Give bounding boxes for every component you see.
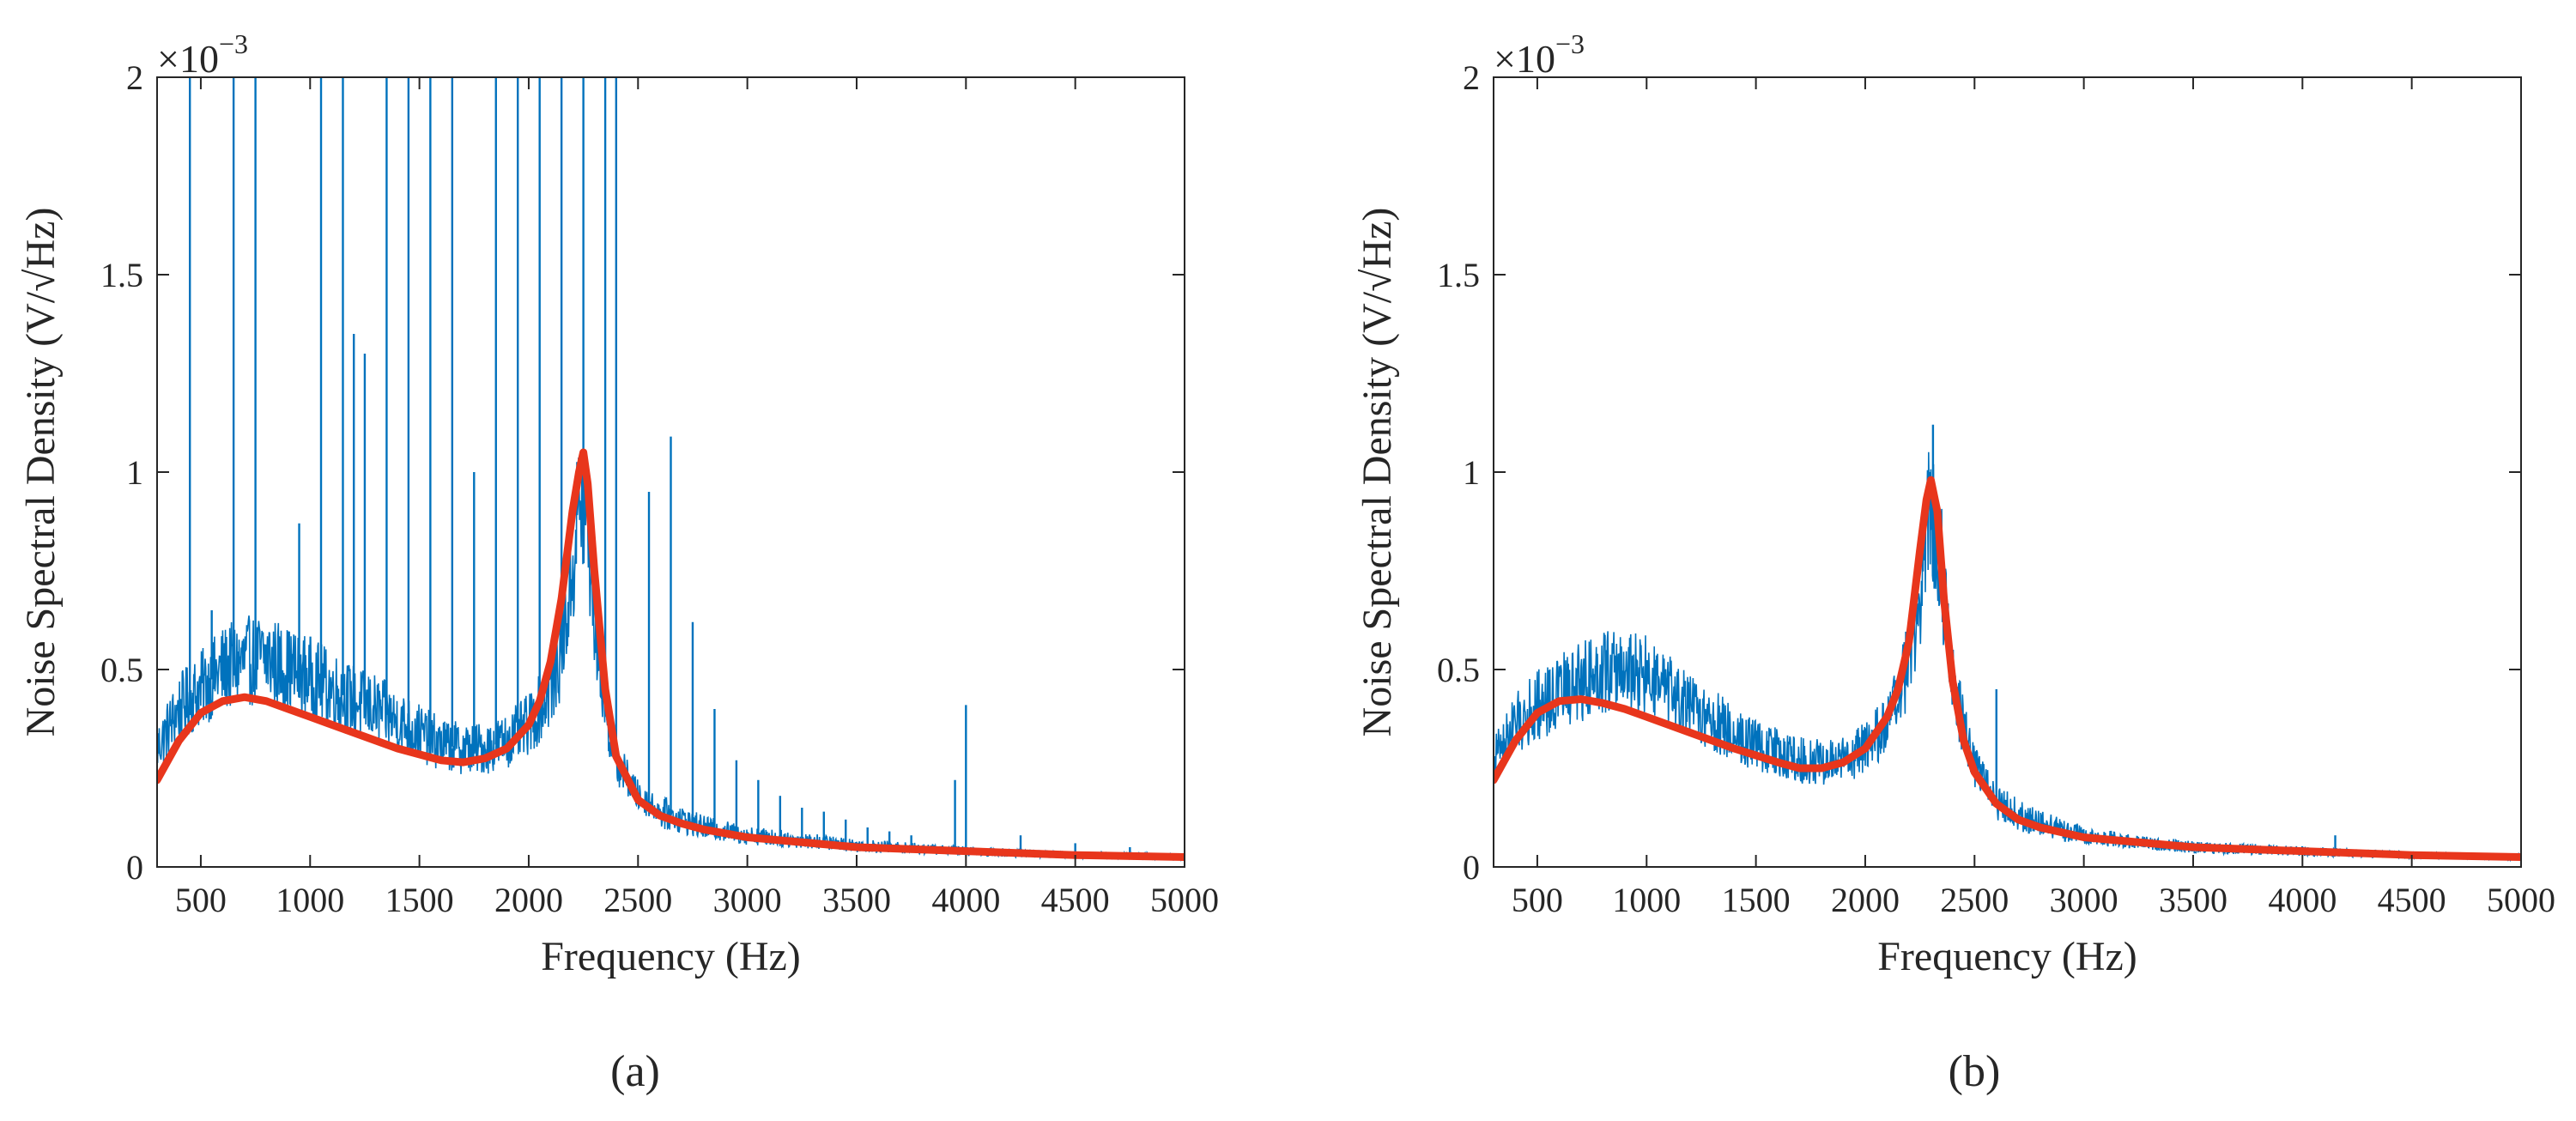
x-tick-label-b-9: 5000 [2487,881,2555,919]
x-tick-label-b-4: 2500 [1940,881,2009,919]
panel-label-b: (b) [1949,1047,2001,1096]
y-tick-label-a-1: 0.5 [100,651,143,689]
y-tick-label-b-2: 1 [1463,453,1480,492]
panel-b: (b) Frequency (Hz) Noise Spectral Densit… [1355,28,2555,1096]
x-tick-label-a-2: 1500 [385,881,454,919]
x-tick-label-b-5: 3000 [2050,881,2118,919]
x-tick-label-a-0: 500 [175,881,227,919]
y-exponent-base-a: ×10 [157,37,219,81]
x-tick-label-b-8: 4500 [2378,881,2446,919]
x-axis-label-a: Frequency (Hz) [541,934,801,979]
y-exponent-a: ×10−3 [157,28,248,81]
y-exponent-b: ×10−3 [1494,28,1585,81]
x-axis-label-b: Frequency (Hz) [1877,934,2137,979]
x-tick-label-a-4: 2500 [603,881,672,919]
panel-label-a: (a) [610,1047,660,1096]
y-axis-label-a: Noise Spectral Density (V/√Hz) [18,208,64,737]
plot-area-a [157,77,1185,862]
y-tick-label-a-0: 0 [126,848,143,887]
y-tick-label-b-1: 0.5 [1437,651,1480,689]
x-tick-label-a-8: 4500 [1041,881,1110,919]
x-tick-label-b-1: 1000 [1612,881,1681,919]
x-tick-label-b-3: 2000 [1831,881,1900,919]
plot-area-b [1494,424,2521,863]
x-tick-label-b-7: 4000 [2268,881,2337,919]
y-tick-label-b-3: 1.5 [1437,256,1480,294]
x-tick-label-a-5: 3000 [713,881,782,919]
x-tick-label-a-1: 1000 [276,881,344,919]
x-tick-label-a-7: 4000 [931,881,1000,919]
y-tick-label-a-4: 2 [126,58,143,97]
x-tick-label-a-3: 2000 [494,881,563,919]
y-tick-label-b-4: 2 [1463,58,1480,97]
panel-a: (a) Frequency (Hz) Noise Spectral Densit… [18,28,1219,1096]
series-fit-line-a [157,448,1185,861]
y-tick-label-a-2: 1 [126,453,143,492]
y-tick-label-b-0: 0 [1463,848,1480,887]
y-exponent-base-b: ×10 [1494,37,1555,81]
y-exponent-power-b: −3 [1555,28,1585,59]
x-tick-label-a-9: 5000 [1150,881,1219,919]
x-tick-label-b-0: 500 [1512,881,1563,919]
y-axis-label-b: Noise Spectral Density (V/√Hz) [1355,208,1400,737]
x-tick-label-b-6: 3500 [2159,881,2227,919]
x-tick-label-a-6: 3500 [822,881,891,919]
x-tick-label-b-2: 1500 [1722,881,1791,919]
y-exponent-power-a: −3 [219,28,248,59]
series-fit-line-b [1494,476,2521,861]
y-tick-label-a-3: 1.5 [100,256,143,294]
